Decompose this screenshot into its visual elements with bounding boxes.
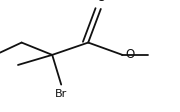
Text: Br: Br [55,89,67,99]
Text: O: O [126,48,135,61]
Text: O: O [96,0,105,4]
